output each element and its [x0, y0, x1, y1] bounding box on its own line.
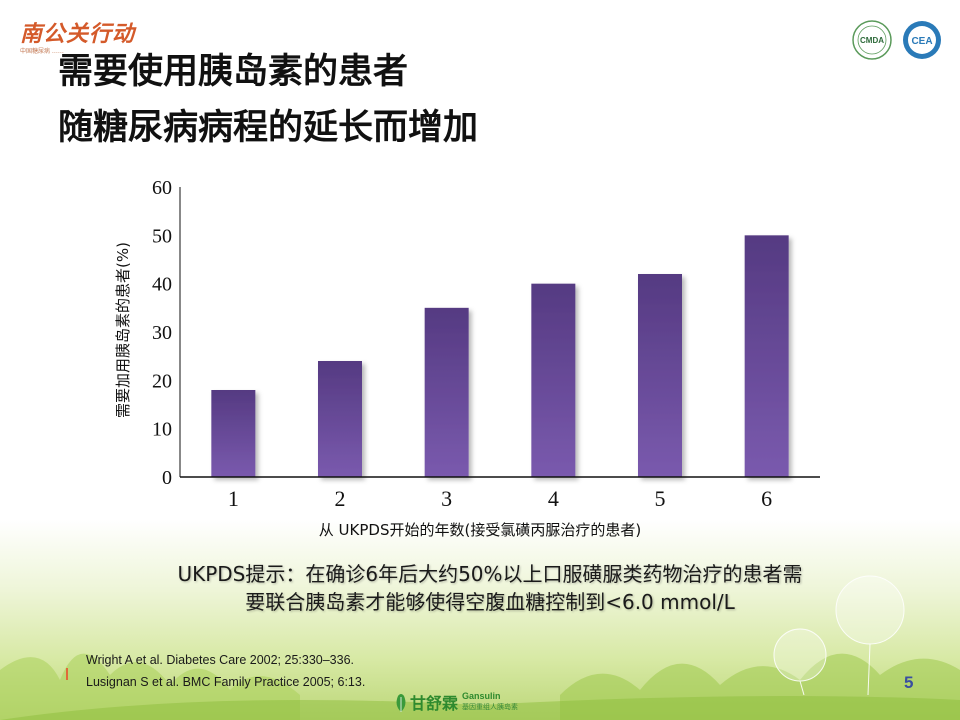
brand-subtitle: 中国糖尿病 …… — [20, 48, 64, 55]
note-line-2: 要联合胰岛素才能够使得空腹血糖控制到<6.0 mmol/L — [245, 590, 735, 614]
y-tick-label: 40 — [152, 274, 172, 296]
dandelion-decoration — [773, 575, 905, 695]
y-tick-label: 30 — [152, 322, 172, 344]
title-line-1: 需要使用胰岛素的患者 — [58, 52, 409, 92]
x-tick-label: 3 — [441, 486, 452, 511]
y-axis-label: 需要加用胰岛素的患者(%) — [114, 242, 132, 418]
title-line-2: 随糖尿病病程的延长而增加 — [58, 108, 479, 148]
y-axis-ticks: 0 10 20 30 40 50 60 — [152, 177, 172, 489]
reference-1: Wright A et al. Diabetes Care 2002; 25:3… — [86, 653, 355, 667]
note-line-1: UKPDS提示：在确诊6年后大约50%以上口服磺脲类药物治疗的患者需 — [177, 562, 803, 586]
ukpds-note: UKPDS提示：在确诊6年后大约50%以上口服磺脲类药物治疗的患者需 — [0, 558, 960, 587]
y-tick-label: 10 — [152, 419, 172, 441]
bar-year-4 — [531, 283, 576, 477]
bar-year-6 — [744, 235, 789, 477]
y-tick-label: 60 — [152, 177, 172, 199]
svg-text:CMDA: CMDA — [860, 36, 884, 45]
gansulin-logo: 甘舒霖 Gansulin 基因重组人胰岛素 — [392, 690, 518, 714]
x-tick-label: 4 — [548, 486, 559, 511]
bar-year-2 — [318, 361, 362, 477]
cmda-logo: CMDA — [852, 20, 892, 60]
y-tick-label: 50 — [152, 225, 172, 247]
x-tick-label: 5 — [655, 486, 666, 511]
reference-marker — [66, 668, 68, 680]
svg-text:CEA: CEA — [911, 36, 932, 47]
reference-2: Lusignan S et al. BMC Family Practice 20… — [86, 675, 366, 689]
x-axis-ticks: 1 2 3 4 5 6 — [228, 486, 772, 511]
x-tick-label: 6 — [761, 486, 772, 511]
product-subtitle: 基因重组人胰岛素 — [462, 704, 519, 711]
grass-decoration — [0, 653, 960, 720]
y-tick-label: 20 — [152, 370, 172, 392]
product-name-en: Gansulin — [462, 691, 501, 701]
brand-text: 南公关行动 — [20, 21, 136, 47]
bars-group — [211, 235, 789, 477]
page-number: 5 — [904, 673, 914, 692]
bar-year-5 — [638, 274, 682, 477]
leaf-icon — [396, 694, 406, 712]
x-axis-label: 从 UKPDS开始的年数(接受氯磺丙脲治疗的患者) — [319, 521, 641, 539]
x-tick-label: 2 — [335, 486, 346, 511]
page-title: 需要使用胰岛素的患者 随糖尿病病程的延长而增加 — [58, 44, 478, 156]
bar-year-3 — [424, 307, 469, 477]
product-name-cn: 甘舒霖 — [410, 694, 459, 713]
ukpds-note-cont: 要联合胰岛素才能够使得空腹血糖控制到<6.0 mmol/L — [0, 586, 960, 615]
cea-logo: CEA — [903, 21, 941, 59]
x-tick-label: 1 — [228, 486, 239, 511]
y-tick-label: 0 — [162, 467, 172, 489]
bar-year-1 — [211, 390, 256, 477]
brand-logo: 南公关行动 中国糖尿病 …… — [20, 16, 135, 55]
